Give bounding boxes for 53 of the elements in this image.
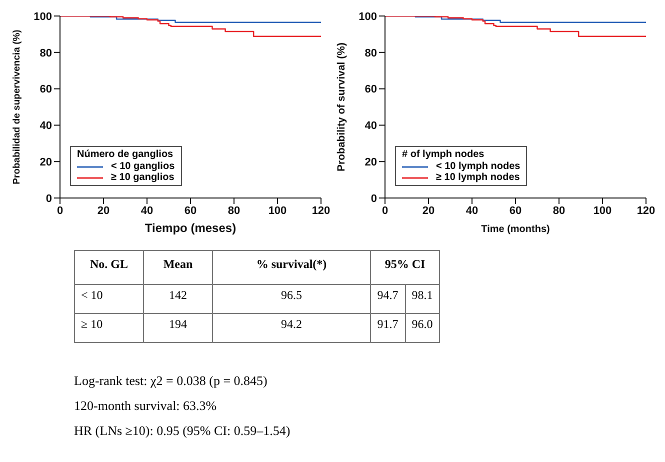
x-tick-label: 40 [140, 204, 154, 217]
y-tick-label: 40 [40, 120, 52, 132]
x-axis-title: Tiempo (meses) [144, 221, 236, 235]
x-tick-label: 60 [184, 204, 197, 217]
x-tick-label: 120 [312, 204, 330, 217]
legend-title: # of lymph nodes [402, 149, 486, 160]
x-tick-label: 0 [382, 204, 388, 217]
text: 194 [144, 314, 212, 342]
y-tick-label: 40 [364, 120, 377, 132]
x-tick-label: 100 [268, 204, 287, 217]
y-tick-label: 20 [364, 156, 377, 169]
x-tick-label: 20 [422, 204, 435, 217]
y-tick-label: 20 [40, 156, 52, 169]
x-tick-label: 120 [636, 204, 656, 217]
x-tick-label: 80 [552, 204, 566, 217]
text: Log-rank test: χ2 = 0.038 (p = 0.845) [74, 373, 268, 389]
text: No. GL [74, 250, 144, 284]
text: 96.0 [405, 314, 440, 342]
y-tick-label: 60 [40, 84, 52, 96]
y-tick-label: 80 [364, 47, 377, 60]
legend-label: < 10 lymph nodes [436, 161, 520, 172]
text: 91.7 [370, 314, 405, 342]
text: % survival(*) [212, 250, 370, 284]
x-tick-label: 60 [509, 204, 522, 217]
y-tick-label: 80 [40, 47, 52, 60]
text: HR (LNs ≥10): 0.95 (95% CI: 0.59–1.54) [74, 423, 292, 439]
x-axis-title: Time (months) [481, 224, 550, 235]
text: 94.7 [370, 284, 405, 314]
text: 95% CI [370, 250, 440, 284]
text: 142 [144, 284, 212, 314]
legend-label: ≥ 10 ganglios [111, 172, 174, 183]
y-tick-label: 100 [34, 10, 52, 23]
text: 94.2 [212, 314, 370, 342]
y-tick-label: 0 [46, 192, 52, 205]
y-axis-title: Probability of survival (%) [336, 42, 348, 172]
x-tick-label: 20 [97, 204, 110, 217]
y-tick-label: 100 [358, 10, 377, 23]
x-tick-label: 40 [466, 204, 478, 217]
y-tick-label: 60 [364, 84, 377, 96]
text: Mean [144, 250, 212, 284]
x-tick-label: 100 [593, 204, 612, 217]
text: 96.5 [212, 284, 370, 314]
text: 98.1 [405, 284, 440, 314]
x-tick-label: 0 [56, 204, 64, 217]
text: < 10 [74, 284, 144, 314]
legend-title: Número de ganglios [77, 149, 174, 160]
legend-label: < 10 ganglios [111, 161, 175, 172]
y-tick-label: 0 [370, 192, 377, 205]
text: ≥ 10 [74, 314, 144, 342]
text: 120-month survival: 63.3% [74, 398, 218, 414]
x-tick-label: 80 [228, 204, 240, 217]
legend-label: ≥ 10 lymph nodes [436, 172, 520, 183]
y-axis-title: Probabilidad de supervivencia (%) [11, 30, 22, 184]
